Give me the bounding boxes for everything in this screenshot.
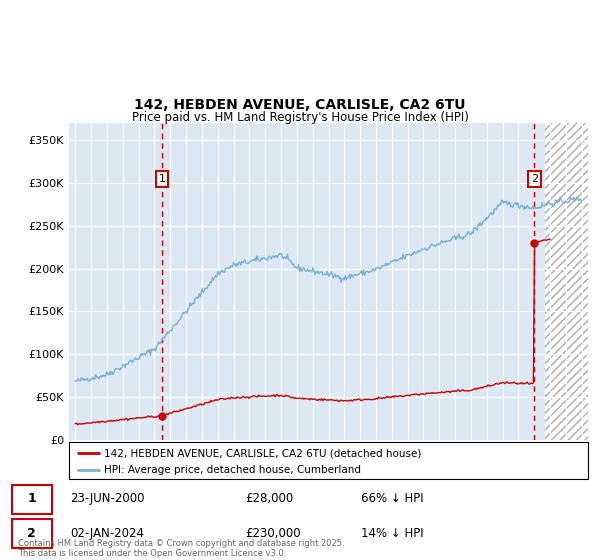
- Text: 02-JAN-2024: 02-JAN-2024: [70, 526, 144, 539]
- Text: 1: 1: [28, 492, 36, 506]
- Text: 14% ↓ HPI: 14% ↓ HPI: [361, 526, 424, 539]
- Text: 23-JUN-2000: 23-JUN-2000: [70, 492, 145, 506]
- FancyBboxPatch shape: [69, 442, 588, 479]
- Text: 142, HEBDEN AVENUE, CARLISLE, CA2 6TU: 142, HEBDEN AVENUE, CARLISLE, CA2 6TU: [134, 98, 466, 112]
- Text: 2: 2: [28, 526, 36, 539]
- Text: 2: 2: [531, 174, 538, 184]
- Text: 66% ↓ HPI: 66% ↓ HPI: [361, 492, 424, 506]
- Text: HPI: Average price, detached house, Cumberland: HPI: Average price, detached house, Cumb…: [104, 465, 361, 475]
- Text: 1: 1: [158, 174, 166, 184]
- Text: Price paid vs. HM Land Registry's House Price Index (HPI): Price paid vs. HM Land Registry's House …: [131, 111, 469, 124]
- Text: £230,000: £230,000: [245, 526, 301, 539]
- Text: £28,000: £28,000: [245, 492, 293, 506]
- Text: 142, HEBDEN AVENUE, CARLISLE, CA2 6TU (detached house): 142, HEBDEN AVENUE, CARLISLE, CA2 6TU (d…: [104, 449, 422, 458]
- FancyBboxPatch shape: [12, 520, 52, 548]
- Bar: [545, 123, 593, 440]
- Bar: [545, 123, 593, 440]
- FancyBboxPatch shape: [12, 486, 52, 514]
- Text: Contains HM Land Registry data © Crown copyright and database right 2025.
This d: Contains HM Land Registry data © Crown c…: [18, 539, 344, 558]
